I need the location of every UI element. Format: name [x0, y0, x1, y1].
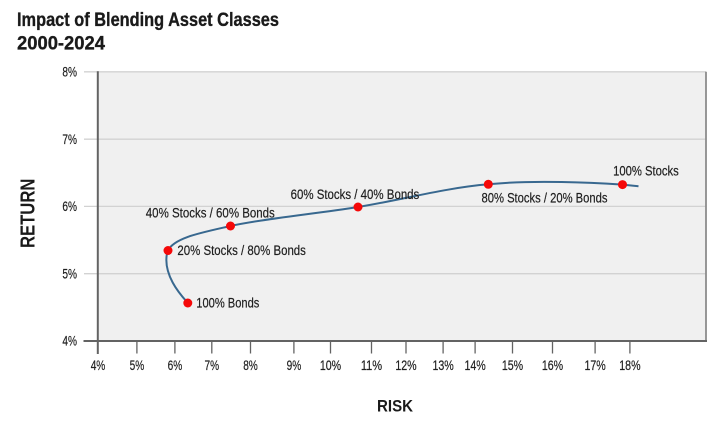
- svg-text:7%: 7%: [62, 132, 77, 147]
- svg-text:60% Stocks / 40% Bonds: 60% Stocks / 40% Bonds: [291, 187, 420, 202]
- svg-text:11%: 11%: [361, 358, 382, 373]
- svg-text:7%: 7%: [205, 358, 220, 373]
- svg-text:15%: 15%: [502, 358, 523, 373]
- svg-text:10%: 10%: [320, 358, 341, 373]
- svg-text:16%: 16%: [542, 358, 563, 373]
- svg-text:80% Stocks / 20% Bonds: 80% Stocks / 20% Bonds: [482, 191, 608, 206]
- svg-text:5%: 5%: [130, 358, 145, 373]
- svg-text:17%: 17%: [584, 358, 605, 373]
- svg-text:4%: 4%: [91, 358, 106, 373]
- svg-text:RETURN: RETURN: [17, 179, 39, 249]
- svg-text:6%: 6%: [168, 358, 183, 373]
- svg-text:8%: 8%: [243, 358, 258, 373]
- svg-text:100% Bonds: 100% Bonds: [196, 296, 259, 311]
- svg-text:14%: 14%: [464, 358, 485, 373]
- svg-text:20% Stocks / 80% Bonds: 20% Stocks / 80% Bonds: [177, 243, 306, 258]
- svg-text:40% Stocks / 60% Bonds: 40% Stocks / 60% Bonds: [146, 205, 275, 220]
- svg-text:2000-2024: 2000-2024: [17, 33, 105, 55]
- svg-text:13%: 13%: [432, 358, 453, 373]
- svg-text:18%: 18%: [619, 358, 640, 373]
- svg-text:12%: 12%: [395, 358, 416, 373]
- svg-text:5%: 5%: [62, 266, 77, 281]
- svg-text:Impact of Blending Asset Class: Impact of Blending Asset Classes: [17, 9, 279, 31]
- svg-text:RISK: RISK: [377, 397, 414, 416]
- svg-text:8%: 8%: [62, 65, 77, 80]
- svg-text:6%: 6%: [62, 199, 77, 214]
- svg-text:9%: 9%: [287, 358, 302, 373]
- svg-text:100% Stocks: 100% Stocks: [613, 164, 679, 179]
- svg-text:4%: 4%: [62, 334, 77, 349]
